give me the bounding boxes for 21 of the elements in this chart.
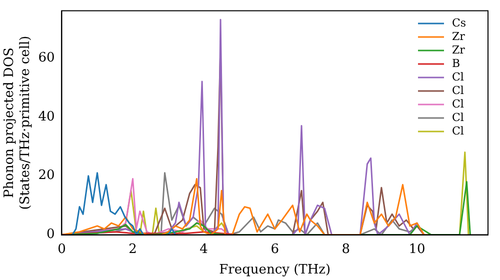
x-axis-title: Frequency (THz) bbox=[219, 262, 331, 278]
legend-label: Cl bbox=[452, 97, 464, 110]
legend-label: Cl bbox=[452, 110, 464, 124]
y-tick-label: 60 bbox=[38, 50, 55, 66]
legend-label: Zr bbox=[452, 30, 466, 43]
x-tick-label: 10 bbox=[408, 242, 426, 257]
x-tick-label: 6 bbox=[270, 242, 280, 257]
y-tick-label: 40 bbox=[38, 109, 55, 124]
x-tick-label: 0 bbox=[58, 242, 66, 257]
legend-label: Cl bbox=[452, 70, 464, 84]
legend-label: B bbox=[452, 56, 460, 70]
y-tick-label: 20 bbox=[38, 168, 55, 184]
legend-label: Zr bbox=[452, 43, 466, 56]
x-tick-label: 4 bbox=[200, 242, 208, 257]
legend-label: Cl bbox=[452, 124, 464, 138]
y-tick-label: 0 bbox=[46, 227, 55, 242]
y-axis-title: Phonon projected DOS (States/THz·primitive cell) bbox=[2, 36, 33, 210]
x-tick-label: 2 bbox=[128, 242, 137, 257]
x-tick-label: 8 bbox=[342, 242, 350, 257]
legend-label: Cl bbox=[452, 84, 464, 97]
legend-label: Cs bbox=[452, 16, 466, 30]
